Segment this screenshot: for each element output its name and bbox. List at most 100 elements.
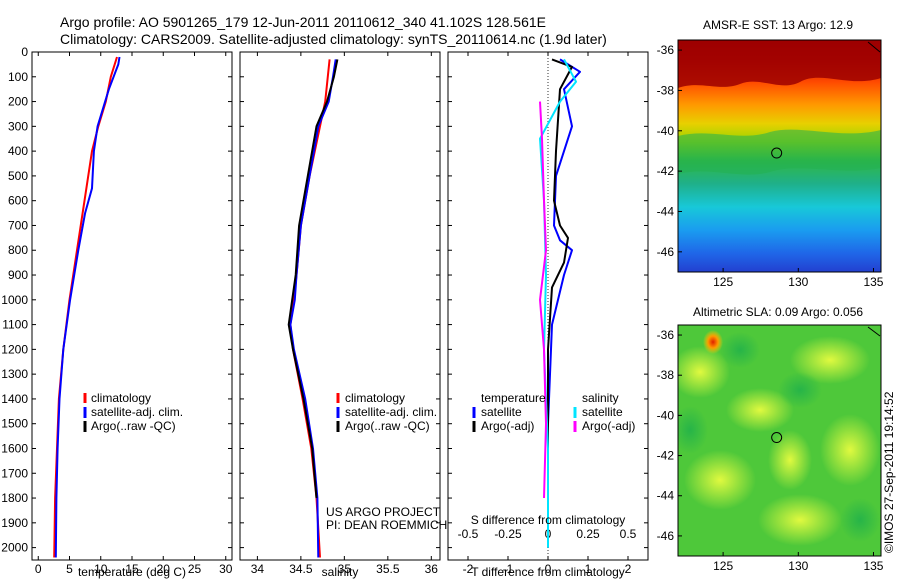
legend-title-salinity: salinity [582, 391, 619, 405]
x-tick-label: 1 [585, 562, 592, 576]
y-tick-label: 1500 [1, 417, 28, 431]
sla-blob [758, 494, 842, 546]
sst-map-panel: AMSR-E SST: 13 Argo: 12.9 125 130 135 -36 -… [657, 18, 884, 289]
imos-timestamp: ©IMOS 27-Sep-2011 19:14:52 [882, 391, 896, 553]
temperature-legend: climatology satellite-adj. clim. Argo(..… [83, 391, 183, 433]
sla-low [840, 498, 880, 542]
map-x-tick-label: 125 [713, 559, 733, 573]
map-x-tick-label: 125 [713, 275, 733, 289]
y-tick-label: 100 [8, 70, 28, 84]
x-tick-label: 25 [188, 562, 202, 576]
y-tick-label: 700 [8, 218, 28, 232]
x-tick-label: 35.5 [376, 562, 400, 576]
sst-argo-position-marker [771, 147, 783, 159]
map-y-tick-label: -38 [657, 83, 675, 97]
sla-low [778, 372, 822, 408]
map-x-tick-label: 135 [863, 559, 883, 573]
y-tick-label: 1400 [1, 392, 28, 406]
sla-argo-position-marker [771, 432, 783, 444]
x-tick-label: 15 [125, 562, 139, 576]
y-tick-label: 600 [8, 194, 28, 208]
temperature-xlabel: temperature (deg C) [78, 565, 186, 579]
map-y-tick-label: -36 [657, 43, 675, 57]
salinity-legend: climatology satellite-adj. clim. Argo(..… [336, 391, 437, 433]
salinity-series [287, 59, 339, 558]
s-difference-label: S difference from climatology [471, 513, 626, 527]
difference-y-ticklines [448, 51, 648, 549]
temperature-axes-box [31, 51, 233, 561]
sst-corner-mark [867, 41, 881, 53]
salinity-axes-box [239, 51, 441, 561]
figure-title-line2: Climatology: CARS2009. Satellite-adjuste… [60, 31, 607, 47]
y-tick-label: 2000 [1, 541, 28, 555]
series-line-satellite-adj-clim- [54, 56, 121, 558]
sst-axes-box [677, 39, 882, 273]
series-line-argo-raw-qc- [287, 59, 339, 499]
secondary-x-tick-label: 0.5 [620, 527, 637, 541]
temperature-series [53, 56, 121, 558]
x-tick-label: 35 [338, 562, 352, 576]
pi-annotation: PI: DEAN ROEMMICH [326, 518, 447, 532]
y-tick-label: 0 [21, 45, 28, 59]
temperature-panel: 0100200300400500600700800900100011001200… [1, 45, 232, 579]
x-tick-label: -2 [463, 562, 474, 576]
sla-map-title: Altimetric SLA: 0.09 Argo: 0.056 [693, 305, 863, 319]
difference-panel: -2 -1 0 1 2 -0.5 -0.25 0 0.25 0.5 S difference f… [447, 51, 649, 579]
legend-label-t-argo: Argo(-adj) [481, 419, 534, 433]
difference-x-ticks: -2 -1 0 1 2 [463, 52, 632, 576]
sla-map-panel: Altimetric SLA: 0.09 Argo: 0.056 125 130 1… [657, 305, 884, 573]
y-tick-label: 1700 [1, 466, 28, 480]
map-x-tick-label: 130 [788, 559, 808, 573]
x-tick-label: 36 [425, 562, 439, 576]
sla-low [678, 406, 708, 454]
legend-title-temperature: temperature [481, 391, 546, 405]
y-tick-label: 1900 [1, 516, 28, 530]
legend-label-satellite: satellite-adj. clim. [345, 405, 437, 419]
series-line-t-argo [547, 58, 573, 523]
y-tick-label: 900 [8, 268, 28, 282]
x-tick-label: 2 [625, 562, 632, 576]
x-tick-label: 20 [157, 562, 171, 576]
map-y-tick-label: -40 [657, 408, 675, 422]
sst-map-title: AMSR-E SST: 13 Argo: 12.9 [703, 18, 853, 32]
map-y-tick-label: -44 [657, 204, 675, 218]
y-tick-label: 500 [8, 169, 28, 183]
x-tick-label: -1 [503, 562, 514, 576]
legend-label-s-argo: Argo(-adj) [582, 419, 635, 433]
sst-x-ticks: 125 130 135 [713, 268, 884, 289]
temperature-x-ticks: 0 5 10 15 20 25 30 [35, 52, 233, 576]
sla-blob [768, 430, 812, 490]
y-tick-label: 800 [8, 243, 28, 257]
y-tick-label: 200 [8, 95, 28, 109]
sst-green-band [678, 129, 881, 175]
difference-legend: temperature satellite Argo(-adj) salinit… [472, 391, 635, 433]
figure-title-line1: Argo profile: AO 5901265_179 12-Jun-2011… [60, 14, 546, 30]
sst-warm-lobe [678, 40, 881, 88]
x-tick-label: 5 [66, 562, 73, 576]
y-tick-label: 1000 [1, 293, 28, 307]
series-line-t-satellite [547, 58, 581, 548]
salinity-x-ticks: 34 34.5 35 35.5 36 [251, 52, 439, 576]
t-difference-label: T difference from climatology [471, 565, 625, 579]
project-annotation: US ARGO PROJECT [326, 505, 441, 519]
map-y-tick-label: -46 [657, 529, 675, 543]
map-y-tick-label: -38 [657, 368, 675, 382]
x-tick-label: 0 [35, 562, 42, 576]
salinity-y-ticklines [240, 51, 440, 549]
sla-blob [726, 388, 794, 432]
x-tick-label: 34.5 [289, 562, 313, 576]
sla-x-ticks: 125 130 135 [713, 552, 884, 573]
legend-label-s-satellite: satellite [582, 405, 623, 419]
sla-blob [820, 414, 880, 486]
legend-label-argo: Argo(..raw -QC) [345, 419, 430, 433]
y-tick-label: 1300 [1, 367, 28, 381]
sla-y-ticks: -36 -38 -40 -42 -44 -46 [657, 328, 682, 543]
sla-corner-mark [867, 326, 881, 337]
x-tick-label: 34 [251, 562, 265, 576]
difference-secondary-x-ticks: -0.5 -0.25 0 0.25 0.5 [458, 527, 637, 541]
map-y-tick-label: -40 [657, 124, 675, 138]
salinity-panel: 34 34.5 35 35.5 36 salinity climatology sate… [239, 51, 447, 579]
secondary-x-tick-label: -0.5 [458, 527, 479, 541]
y-tick-label: 1800 [1, 491, 28, 505]
